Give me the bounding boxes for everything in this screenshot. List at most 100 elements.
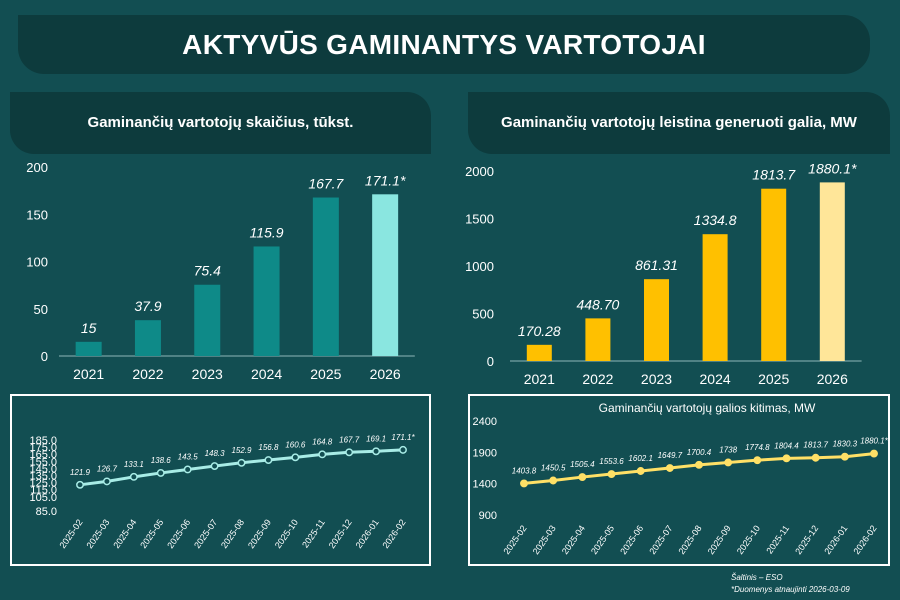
consumers-monthly-point [237,458,246,467]
consumers-monthly-point [183,465,192,474]
capacity-monthly-xtick: 2025-10 [735,523,762,556]
capacity-monthly-data-label: 1505.4 [570,460,595,469]
consumers-monthly-data-label: 138.6 [151,456,172,465]
capacity-monthly-data-label: 1553.6 [599,457,624,466]
capacity-monthly-xtick: 2025-04 [560,523,587,556]
consumers-count-ytick: 150 [26,207,48,222]
capacity-header: Gaminančių vartotojų leistina generuoti … [468,92,890,154]
capacity-monthly-xtick: 2025-06 [618,523,645,556]
capacity-data-label: 1880.1* [808,160,857,176]
capacity-bar [526,344,552,361]
capacity-monthly-point [607,470,616,478]
capacity-monthly-data-label: 1774.8 [745,443,770,452]
consumers-monthly-data-label: 126.7 [97,464,118,473]
consumers-monthly-ytick: 115.0 [30,485,57,497]
capacity-monthly-point [782,454,791,463]
capacity-ytick: 0 [487,354,494,369]
consumers-monthly-data-label: 152.9 [231,446,252,455]
consumers-monthly-xtick: 2025-02 [58,517,85,550]
consumers-count-bar [372,194,399,356]
capacity-monthly-xtick: 2025-09 [706,523,733,556]
capacity-data-label: 448.70 [576,296,619,312]
consumers-monthly-xtick: 2025-09 [246,517,273,550]
capacity-monthly-data-label: 1804.4 [774,441,799,450]
consumers-monthly-xtick: 2025-10 [273,517,300,550]
capacity-monthly-xtick: 2026-01 [822,523,849,556]
consumers-count-data-label: 171.1* [365,172,406,188]
consumers-monthly-point [264,456,273,464]
consumers-monthly-ytick: 175.0 [29,442,57,454]
consumers-monthly-ytick: 125.0 [29,478,57,490]
capacity-xtick: 2024 [700,371,731,387]
capacity-monthly-point [753,456,762,465]
consumers-count-xtick: 2026 [370,366,401,382]
consumers-count-data-label: 167.7 [308,176,344,192]
consumers-count-xtick: 2025 [310,366,341,382]
consumers-monthly-ytick: 105.0 [29,492,57,504]
consumers-monthly-data-label: 148.3 [205,449,226,458]
consumers-monthly-xtick: 2025-12 [327,517,354,550]
consumers-monthly-data-label: 121.9 [70,468,91,477]
capacity-data-label: 1813.7 [752,167,796,183]
consumers-monthly-data-label: 171.1* [391,433,415,442]
consumers-monthly-point [102,477,111,486]
consumers-count-ytick: 50 [34,302,48,317]
consumers-monthly-ytick: 185.0 [29,435,57,447]
page-title: AKTYVŪS GAMINANTYS VARTOTOJAI [182,28,706,60]
consumers-count-bar [253,246,280,356]
consumers-count-xtick: 2022 [132,366,163,382]
consumers-monthly-xtick: 2025-05 [138,517,165,550]
consumers-monthly-point [156,468,165,477]
capacity-monthly-frame [468,394,890,566]
capacity-monthly-data-label: 1700.4 [687,448,712,457]
consumers-monthly-data-label: 133.1 [124,460,144,469]
consumers-monthly-data-label: 164.8 [312,437,333,446]
consumers-count-data-label: 15 [81,320,97,336]
capacity-monthly-ytick: 1900 [473,447,497,459]
consumers-monthly-xtick: 2025-08 [219,517,246,550]
consumers-monthly-data-label: 156.8 [258,443,279,452]
consumers-count-xtick: 2024 [251,366,282,382]
capacity-data-label: 861.31 [635,257,678,273]
capacity-monthly-data-label: 1450.5 [541,464,566,473]
consumers-monthly-data-label: 169.1 [366,434,386,443]
consumers-monthly-xtick: 2025-04 [111,517,138,550]
capacity-monthly-xtick: 2025-02 [502,523,529,556]
consumers-count-xtick: 2023 [192,366,223,382]
capacity-data-label: 170.28 [518,323,561,339]
consumers-monthly-point [76,480,84,489]
capacity-monthly-data-label: 1403.8 [512,466,537,475]
consumers-monthly-point [372,447,381,456]
capacity-bar [761,188,787,361]
consumers-monthly-frame [10,394,431,566]
consumers-monthly-xtick: 2025-11 [300,517,327,549]
consumers-monthly-point [129,472,138,481]
capacity-monthly-xtick: 2025-07 [647,523,674,556]
consumers-monthly-ytick: 165.0 [29,449,57,461]
capacity-xtick: 2022 [582,371,613,387]
capacity-monthly-point [724,458,733,467]
consumers-monthly-point [210,462,219,471]
consumers-count-data-label: 75.4 [194,263,221,279]
consumers-count-ytick: 100 [26,255,48,270]
capacity-monthly-xtick: 2025-12 [793,523,820,556]
capacity-xtick: 2025 [758,371,789,387]
capacity-ytick: 2000 [465,164,494,179]
capacity-monthly-point [811,453,820,462]
consumers-monthly-point [345,448,354,457]
consumers-monthly-ytick: 135.0 [29,471,57,483]
consumers-monthly-ytick: 145.0 [29,463,57,475]
capacity-monthly-ytick: 2400 [473,416,497,428]
consumers-count-xtick: 2021 [73,366,104,382]
capacity-monthly-data-label: 1880.1* [860,437,888,446]
capacity-monthly-xtick: 2026-02 [852,523,879,556]
capacity-ytick: 500 [472,307,494,322]
capacity-xtick: 2023 [641,371,672,387]
capacity-monthly-data-label: 1649.7 [658,451,683,460]
consumers-monthly-xtick: 2025-07 [192,517,219,550]
consumers-monthly-point [318,450,327,459]
source-note: Šaltinis – ESO [731,573,783,582]
updated-note: *Duomenys atnaujinti 2026-03-09 [731,585,850,594]
consumers-count-ytick: 200 [26,160,48,175]
capacity-monthly-data-label: 1830.3 [833,440,858,449]
